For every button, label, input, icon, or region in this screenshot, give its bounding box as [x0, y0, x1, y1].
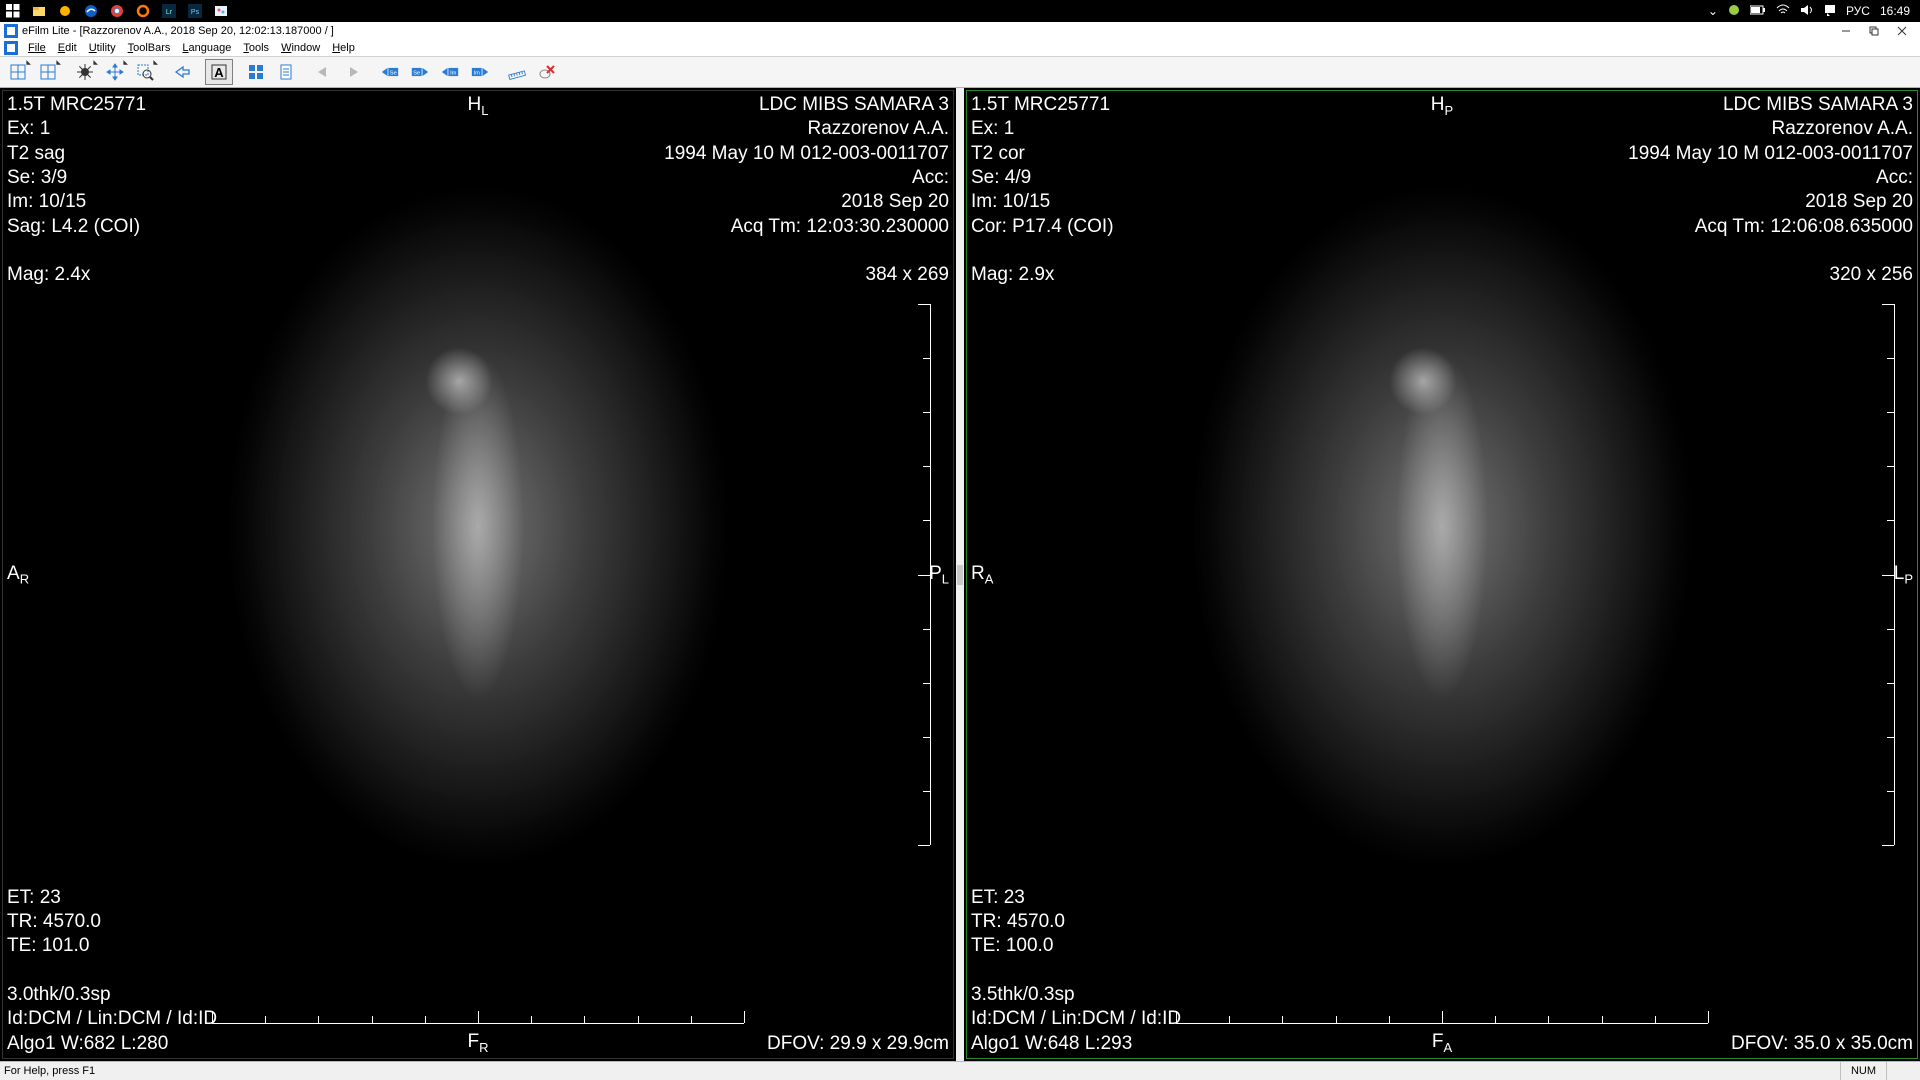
- menu-window[interactable]: Window: [275, 41, 326, 55]
- windows-taskbar: Lr Ps ⌄ РУС 16:49: [0, 0, 1920, 22]
- edge-icon[interactable]: [78, 0, 104, 22]
- toolbar-se-prev-d: [309, 59, 337, 85]
- toolbar-pan[interactable]: ◣: [101, 59, 129, 85]
- battery-icon[interactable]: [1750, 4, 1766, 18]
- menu-file[interactable]: File: [22, 41, 52, 55]
- toolbar-arrow-back[interactable]: [168, 59, 196, 85]
- svg-text:A: A: [214, 65, 224, 80]
- ruler-horizontal: [212, 1010, 744, 1024]
- splitter[interactable]: [956, 88, 964, 1061]
- toolbar-delete[interactable]: [533, 59, 561, 85]
- menu-help[interactable]: Help: [326, 41, 361, 55]
- status-help-text: For Help, press F1: [4, 1065, 95, 1077]
- app-icon-small: [4, 41, 18, 55]
- lightroom-icon[interactable]: Lr: [156, 0, 182, 22]
- minimize-button[interactable]: [1832, 22, 1860, 40]
- mri-image: [3, 91, 953, 1058]
- toolbar-se-next-d: [339, 59, 367, 85]
- toolbar-se-prev[interactable]: SeSe: [376, 59, 404, 85]
- svg-text:Se: Se: [390, 70, 397, 76]
- title-bar: eFilm Lite - [Razzorenov A.A., 2018 Sep …: [0, 22, 1920, 40]
- chevron-up-icon[interactable]: ⌄: [1708, 4, 1718, 18]
- window-title: eFilm Lite - [Razzorenov A.A., 2018 Sep …: [22, 25, 1832, 37]
- menu-edit[interactable]: Edit: [52, 41, 83, 55]
- file-explorer-icon[interactable]: [26, 0, 52, 22]
- toolbar-im-next[interactable]: Im: [466, 59, 494, 85]
- toolbar-layout-1[interactable]: ◣: [4, 59, 32, 85]
- svg-text:Lr: Lr: [166, 9, 173, 16]
- tray-circle-icon[interactable]: [1728, 4, 1740, 19]
- volume-icon[interactable]: [1800, 4, 1814, 19]
- chrome-icon[interactable]: [104, 0, 130, 22]
- toolbar-annot-A[interactable]: A: [205, 59, 233, 85]
- menu-toolbars[interactable]: ToolBars: [122, 41, 177, 55]
- toolbar-report[interactable]: [272, 59, 300, 85]
- toolbar-zoom[interactable]: ◣: [131, 59, 159, 85]
- svg-text:Im: Im: [474, 70, 481, 76]
- language-indicator[interactable]: РУС: [1846, 4, 1870, 18]
- image-viewer: 1.5T MRC25771Ex: 1T2 sagSe: 3/9Im: 10/15…: [0, 88, 1920, 1061]
- paint-icon[interactable]: [208, 0, 234, 22]
- status-bar: For Help, press F1 NUM: [0, 1061, 1920, 1080]
- toolbar: ◣◣◣◣◣ASeSeSeImIm: [0, 57, 1920, 88]
- menu-tools[interactable]: Tools: [237, 41, 275, 55]
- toolbar-measure[interactable]: [503, 59, 531, 85]
- ruler-horizontal: [1176, 1010, 1708, 1024]
- toolbar-se-next[interactable]: Se: [406, 59, 434, 85]
- maximize-button[interactable]: [1860, 22, 1888, 40]
- clock[interactable]: 16:49: [1880, 4, 1910, 18]
- notification-icon[interactable]: [1824, 4, 1836, 19]
- toolbar-window-level[interactable]: ◣: [71, 59, 99, 85]
- svg-text:Im: Im: [450, 70, 457, 76]
- app-icon: [4, 24, 18, 38]
- system-tray[interactable]: ⌄ РУС 16:49: [1708, 4, 1920, 19]
- wifi-icon[interactable]: [1776, 4, 1790, 19]
- toolbar-im-prev[interactable]: Im: [436, 59, 464, 85]
- viewport-1[interactable]: 1.5T MRC25771Ex: 1T2 sagSe: 3/9Im: 10/15…: [2, 90, 954, 1059]
- photoshop-icon[interactable]: Ps: [182, 0, 208, 22]
- svg-text:Se: Se: [413, 70, 420, 76]
- status-num: NUM: [1840, 1062, 1886, 1080]
- svg-text:Ps: Ps: [191, 9, 200, 16]
- toolbar-grid-4[interactable]: [242, 59, 270, 85]
- toolbar-layout-2[interactable]: ◣: [34, 59, 62, 85]
- mri-image: [967, 91, 1917, 1058]
- menu-bar: FileEditUtilityToolBarsLanguageToolsWind…: [0, 40, 1920, 57]
- defender-icon[interactable]: [52, 0, 78, 22]
- start-button[interactable]: [0, 0, 26, 22]
- ruler-vertical: [1881, 304, 1895, 846]
- ruler-vertical: [917, 304, 931, 846]
- status-empty: [1886, 1062, 1916, 1080]
- close-button[interactable]: [1888, 22, 1916, 40]
- menu-utility[interactable]: Utility: [83, 41, 122, 55]
- menu-language[interactable]: Language: [176, 41, 237, 55]
- viewport-2[interactable]: 1.5T MRC25771Ex: 1T2 corSe: 4/9Im: 10/15…: [966, 90, 1918, 1059]
- o-icon[interactable]: [130, 0, 156, 22]
